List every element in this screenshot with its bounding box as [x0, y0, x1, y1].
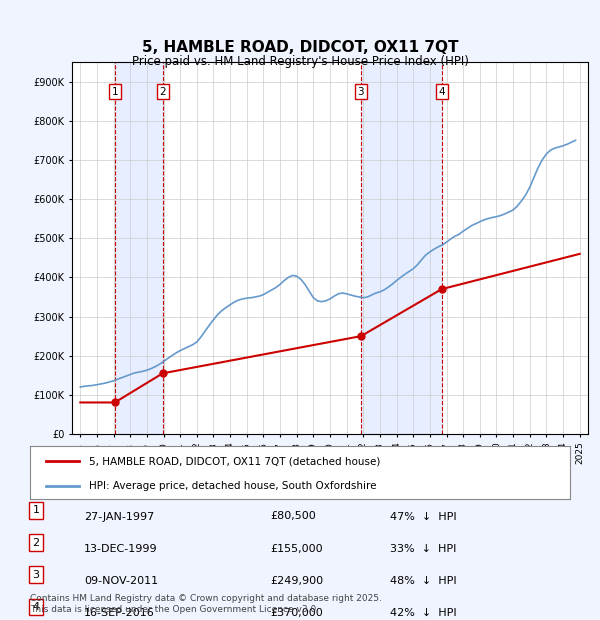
Text: 16-SEP-2016: 16-SEP-2016 [84, 608, 155, 618]
Text: 33%  ↓  HPI: 33% ↓ HPI [390, 544, 457, 554]
Text: Contains HM Land Registry data © Crown copyright and database right 2025.
This d: Contains HM Land Registry data © Crown c… [30, 595, 382, 614]
Text: 27-JAN-1997: 27-JAN-1997 [84, 512, 154, 521]
Text: £249,900: £249,900 [270, 576, 323, 586]
Text: 2: 2 [160, 87, 166, 97]
Text: 13-DEC-1999: 13-DEC-1999 [84, 544, 158, 554]
Text: £370,000: £370,000 [270, 608, 323, 618]
Text: 5, HAMBLE ROAD, DIDCOT, OX11 7QT (detached house): 5, HAMBLE ROAD, DIDCOT, OX11 7QT (detach… [89, 456, 381, 466]
Bar [361, 62, 442, 434]
Text: 1: 1 [32, 505, 40, 515]
Text: HPI: Average price, detached house, South Oxfordshire: HPI: Average price, detached house, Sout… [89, 481, 377, 491]
Text: 47%  ↓  HPI: 47% ↓ HPI [390, 512, 457, 521]
Text: 3: 3 [358, 87, 364, 97]
Text: Price paid vs. HM Land Registry's House Price Index (HPI): Price paid vs. HM Land Registry's House … [131, 55, 469, 68]
Text: 1: 1 [112, 87, 118, 97]
Text: 3: 3 [32, 570, 40, 580]
Text: 2: 2 [32, 538, 40, 547]
Text: 09-NOV-2011: 09-NOV-2011 [84, 576, 158, 586]
Bar [115, 62, 163, 434]
Text: 42%  ↓  HPI: 42% ↓ HPI [390, 608, 457, 618]
Text: £155,000: £155,000 [270, 544, 323, 554]
Text: 5, HAMBLE ROAD, DIDCOT, OX11 7QT: 5, HAMBLE ROAD, DIDCOT, OX11 7QT [142, 40, 458, 55]
Text: 4: 4 [439, 87, 445, 97]
Text: 48%  ↓  HPI: 48% ↓ HPI [390, 576, 457, 586]
Text: 4: 4 [32, 602, 40, 612]
Text: £80,500: £80,500 [270, 512, 316, 521]
